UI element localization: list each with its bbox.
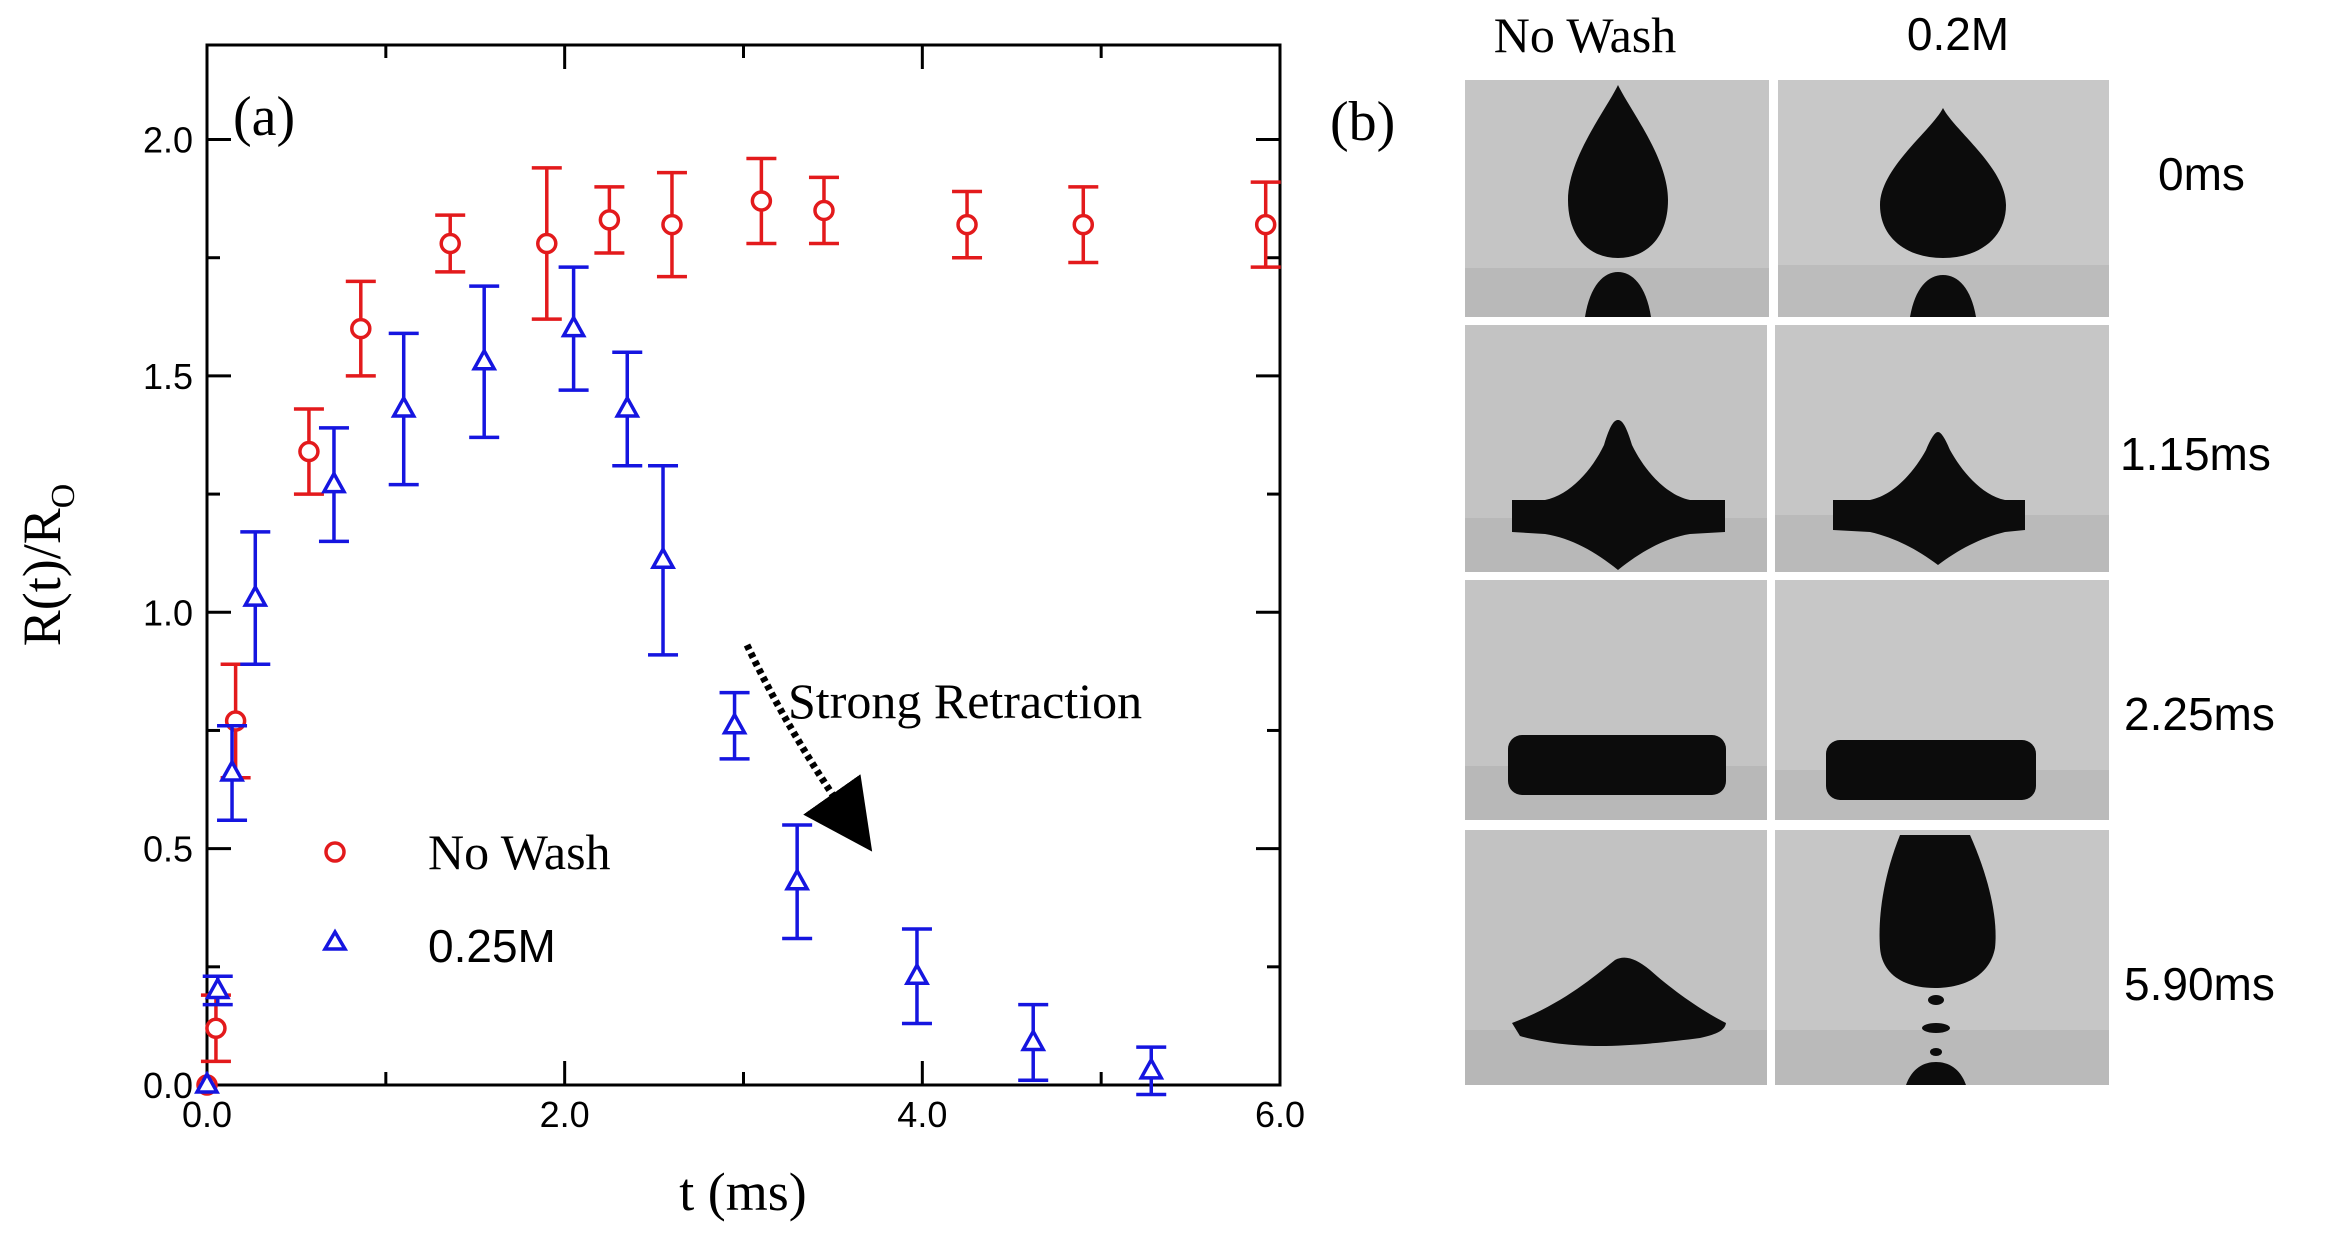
data-point-no-wash <box>439 232 461 255</box>
y-axis-label-group: R(t)/RO <box>12 484 82 647</box>
photo-nowash-1-15ms <box>1465 325 1767 572</box>
data-point-025m <box>242 583 269 607</box>
y-axis-label: R(t)/RO <box>12 484 82 647</box>
data-point-025m <box>1138 1056 1165 1080</box>
data-point-no-wash <box>298 440 320 463</box>
legend-label-no-wash: No Wash <box>428 824 611 880</box>
data-point-025m <box>194 1070 220 1094</box>
data-point-025m <box>390 394 417 418</box>
panel-a-chart: (a) 0.0 2.0 4.0 6.0 0.00.51.01.52.0 t (ms) … <box>12 43 1305 1222</box>
data-point-025m <box>1020 1027 1047 1052</box>
data-point-no-wash <box>1254 213 1277 236</box>
row-label-2-25ms: 2.25ms <box>2124 688 2275 740</box>
y-tick-label: 2.0 <box>143 120 193 161</box>
y-axis-ticks: 0.0 0.5 1.0 1.5 2.0 <box>143 120 1280 1106</box>
photo-02m-2-25ms <box>1775 580 2109 820</box>
data-point-025m <box>560 314 587 338</box>
data-point-025m <box>219 758 246 782</box>
y-tick-label: 0.0 <box>143 1065 193 1106</box>
data-point-no-wash <box>956 213 978 236</box>
row-label-1-15ms: 1.15ms <box>2120 428 2271 480</box>
legend-marker-025m <box>321 928 349 951</box>
column-label-no-wash: No Wash <box>1494 7 1677 63</box>
data-point-025m <box>204 975 231 1000</box>
photo-nowash-2-25ms <box>1465 580 1767 820</box>
photo-02m-0ms <box>1778 80 2109 317</box>
data-point-025m <box>471 347 498 371</box>
x-tick-label: 4.0 <box>897 1094 947 1135</box>
legend-label-025m: 0.25M <box>428 920 556 972</box>
y-axis-label-subscript: O <box>45 484 82 509</box>
panel-b-image-grid: (b) No Wash 0.2M 0ms 1.15ms 2.25ms 5.90m… <box>1330 7 2275 1085</box>
data-point-no-wash <box>350 317 372 340</box>
row-label-5-90ms: 5.90ms <box>2124 958 2275 1010</box>
data-point-no-wash <box>598 209 621 231</box>
panel-b-label: (b) <box>1330 91 1395 153</box>
x-tick-label: 6.0 <box>1255 1094 1305 1135</box>
grid-separators <box>1465 80 2109 1085</box>
y-tick-label: 1.0 <box>143 592 193 633</box>
y-axis-label-main: R(t)/R <box>12 508 72 646</box>
series-025m <box>194 265 1167 1097</box>
photo-02m-5-90ms <box>1775 830 2109 1085</box>
series-no-wash <box>196 156 1281 1096</box>
legend: No Wash 0.25M <box>321 824 611 972</box>
data-point-025m <box>650 545 676 570</box>
data-series <box>194 156 1281 1097</box>
data-point-025m <box>903 961 930 986</box>
data-point-no-wash <box>1072 213 1095 236</box>
panel-a-label: (a) <box>233 86 295 148</box>
data-point-no-wash <box>536 232 558 255</box>
data-point-025m <box>320 470 347 494</box>
data-point-no-wash <box>813 199 835 222</box>
data-point-025m <box>784 867 811 891</box>
retraction-arrow <box>743 643 873 852</box>
legend-marker-no-wash <box>324 841 346 863</box>
data-point-025m <box>614 394 641 418</box>
y-tick-label: 1.5 <box>143 356 193 397</box>
photo-nowash-0ms <box>1465 80 1770 317</box>
data-point-no-wash <box>661 213 683 236</box>
annotation-strong-retraction: Strong Retraction <box>788 673 1142 729</box>
data-point-no-wash <box>205 1017 227 1040</box>
plot-frame <box>205 43 1282 1087</box>
data-point-025m <box>721 711 748 735</box>
x-tick-label: 2.0 <box>540 1094 590 1135</box>
y-tick-label: 0.5 <box>143 829 193 870</box>
photo-nowash-5-90ms <box>1465 830 1767 1085</box>
row-label-0ms: 0ms <box>2158 148 2245 200</box>
x-axis-ticks: 0.0 2.0 4.0 6.0 <box>182 45 1305 1135</box>
data-point-no-wash <box>750 190 773 212</box>
x-axis-label: t (ms) <box>679 1162 807 1222</box>
x-tick-label: 0.0 <box>182 1094 232 1135</box>
column-label-02m: 0.2M <box>1907 8 2009 60</box>
photo-02m-1-15ms <box>1775 325 2109 572</box>
